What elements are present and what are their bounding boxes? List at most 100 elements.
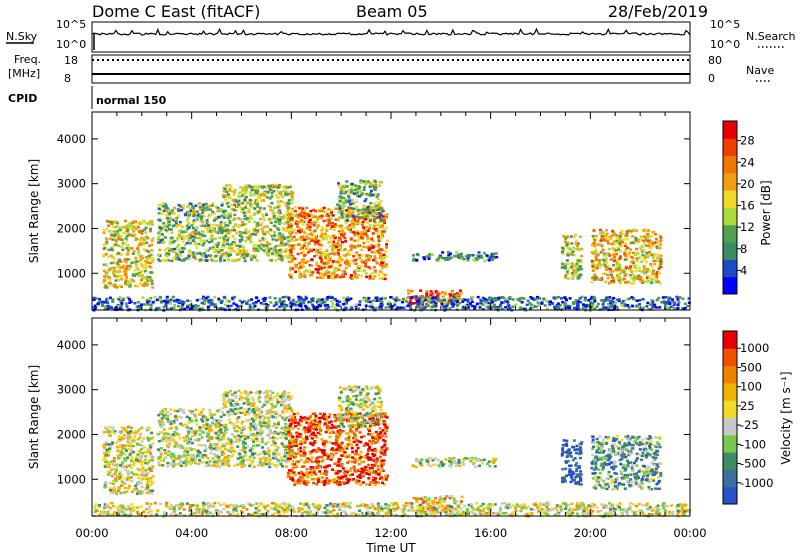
- data-cell: [622, 271, 626, 274]
- power-data-layer: [92, 179, 691, 312]
- data-cell: [162, 423, 166, 426]
- data-cell: [592, 267, 595, 270]
- data-cell: [113, 473, 117, 476]
- data-cell: [182, 258, 186, 262]
- data-cell: [117, 436, 121, 439]
- data-cell: [440, 303, 444, 306]
- data-cell: [105, 219, 109, 223]
- data-cell: [246, 211, 249, 214]
- data-cell: [191, 304, 195, 308]
- data-cell: [109, 237, 112, 240]
- data-cell: [569, 266, 573, 269]
- data-cell: [189, 209, 193, 212]
- data-cell: [129, 466, 133, 470]
- data-cell: [145, 256, 149, 259]
- data-cell: [281, 296, 285, 299]
- data-cell: [254, 233, 257, 236]
- data-cell: [112, 257, 116, 260]
- data-cell: [109, 261, 113, 265]
- data-cell: [189, 299, 193, 303]
- data-cell: [145, 299, 149, 302]
- data-cell: [634, 275, 638, 278]
- data-cell: [399, 306, 403, 309]
- data-cell: [110, 468, 114, 471]
- data-cell: [384, 255, 388, 258]
- data-cell: [659, 236, 663, 239]
- data-cell: [197, 454, 201, 458]
- data-cell: [292, 235, 296, 239]
- data-cell: [121, 446, 124, 450]
- data-cell: [570, 242, 574, 245]
- data-cell: [353, 246, 357, 249]
- data-cell: [350, 207, 354, 210]
- data-cell: [641, 298, 645, 301]
- data-cell: [242, 248, 246, 251]
- data-cell: [574, 233, 578, 237]
- data-cell: [117, 435, 121, 438]
- data-cell: [330, 264, 334, 268]
- data-cell: [649, 263, 653, 266]
- data-cell: [114, 220, 117, 223]
- data-cell: [576, 276, 580, 280]
- data-cell: [136, 247, 140, 250]
- data-cell: [441, 295, 445, 299]
- data-cell: [317, 265, 321, 268]
- data-cell: [422, 307, 426, 311]
- data-cell: [616, 241, 620, 244]
- data-cell: [609, 281, 613, 284]
- data-cell: [177, 204, 181, 207]
- data-cell: [146, 250, 150, 253]
- data-cell: [239, 206, 243, 209]
- data-cell: [130, 227, 134, 231]
- data-cell: [643, 235, 647, 238]
- data-cell: [352, 270, 356, 274]
- data-cell: [363, 199, 367, 203]
- data-cell: [635, 299, 639, 302]
- data-cell: [457, 256, 461, 259]
- data-cell: [372, 266, 376, 269]
- data-cell: [257, 244, 261, 247]
- data-cell: [141, 257, 145, 260]
- nave-tick-bottom: 0: [708, 72, 715, 85]
- data-cell: [281, 195, 284, 198]
- data-cell: [525, 303, 529, 307]
- data-cell: [290, 212, 294, 216]
- data-cell: [344, 267, 348, 270]
- data-cell: [421, 303, 425, 306]
- data-cell: [242, 402, 246, 405]
- data-cell: [261, 237, 265, 240]
- data-cell: [374, 183, 378, 187]
- data-cell: [491, 258, 495, 261]
- data-cell: [114, 477, 118, 480]
- data-cell: [206, 208, 210, 211]
- data-cell: [209, 256, 213, 260]
- data-cell: [181, 225, 185, 228]
- data-cell: [218, 459, 222, 462]
- data-cell: [223, 303, 227, 306]
- data-cell: [370, 244, 374, 247]
- data-cell: [297, 238, 301, 241]
- data-cell: [208, 411, 212, 414]
- data-cell: [128, 223, 131, 226]
- data-cell: [185, 241, 189, 245]
- data-cell: [221, 235, 225, 239]
- data-cell: [320, 233, 324, 237]
- data-cell: [139, 451, 143, 454]
- data-cell: [504, 306, 508, 309]
- data-cell: [116, 449, 120, 453]
- data-cell: [179, 235, 183, 239]
- data-cell: [300, 274, 304, 278]
- data-cell: [222, 195, 226, 198]
- data-cell: [179, 254, 183, 258]
- data-cell: [299, 303, 303, 306]
- data-cell: [210, 429, 214, 432]
- data-cell: [407, 302, 411, 305]
- data-cell: [93, 306, 97, 309]
- data-cell: [108, 470, 112, 473]
- data-cell: [126, 463, 130, 467]
- data-cell: [148, 443, 152, 447]
- data-cell: [320, 302, 324, 305]
- data-cell: [194, 232, 198, 235]
- data-cell: [163, 428, 166, 431]
- data-cell: [256, 202, 260, 206]
